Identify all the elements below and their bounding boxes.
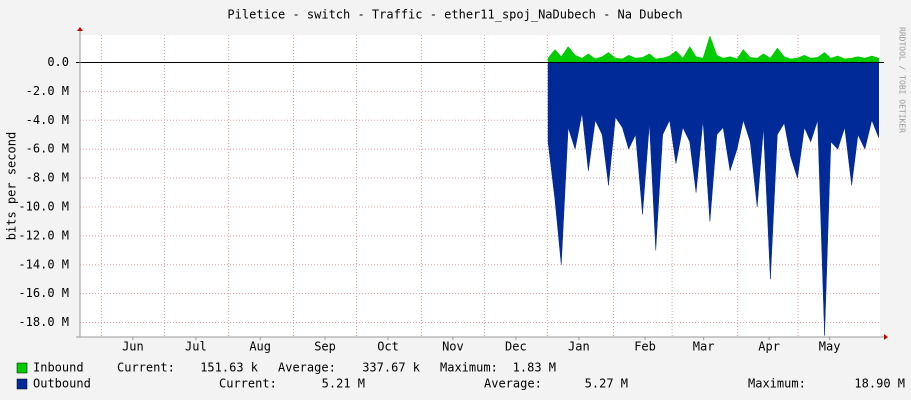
stat-value: 151.63 k	[200, 361, 259, 375]
x-tick-label: Aug	[249, 340, 271, 354]
x-tick-label: Jun	[122, 340, 144, 354]
x-tick-label: Dec	[505, 340, 527, 354]
stat-label: Maximum:	[440, 361, 498, 375]
y-arrow	[77, 27, 83, 31]
y-tick-label: -4.0 M	[26, 113, 69, 127]
stat-label: Current:	[219, 377, 277, 391]
stat-value: 5.27 M	[585, 377, 628, 391]
stat-label: Average:	[484, 377, 542, 391]
stat-label: Average:	[278, 361, 336, 375]
y-tick-label: -18.0 M	[18, 315, 69, 329]
legend-swatch	[16, 378, 28, 390]
stat-label: Current:	[117, 361, 175, 375]
x-tick-label: Jul	[185, 340, 207, 354]
stat-value: 337.67 k	[362, 361, 421, 375]
stat-label: Maximum:	[748, 377, 806, 391]
x-tick-label: Jan	[568, 340, 590, 354]
y-tick-label: -16.0 M	[18, 286, 69, 300]
y-tick-label: -12.0 M	[18, 228, 69, 242]
side-text: RRDTOOL / TOBI OETIKER	[898, 27, 907, 133]
x-tick-label: May	[819, 340, 841, 354]
stat-value: 1.83 M	[513, 361, 556, 375]
area	[547, 35, 879, 63]
legend-label: Outbound	[33, 377, 91, 391]
x-tick-label: Sep	[314, 340, 336, 354]
x-tick-label: Nov	[442, 340, 464, 354]
x-tick-label: Oct	[377, 340, 399, 354]
x-tick-label: Mar	[693, 340, 715, 354]
y-tick-label: -8.0 M	[26, 171, 69, 185]
legend-swatch	[16, 362, 28, 374]
y-tick-label: -2.0 M	[26, 84, 69, 98]
x-arrow	[884, 334, 888, 340]
y-axis-label: bits per second	[5, 132, 19, 240]
y-tick-label: 0.0	[47, 55, 69, 69]
stat-value: 18.90 M	[854, 377, 905, 391]
x-tick-label: Apr	[758, 340, 780, 354]
legend-label: Inbound	[33, 361, 84, 375]
x-tick-label: Feb	[634, 340, 656, 354]
y-tick-label: -6.0 M	[26, 142, 69, 156]
chart-title: Piletice - switch - Traffic - ether11_sp…	[227, 8, 682, 22]
y-tick-label: -10.0 M	[18, 199, 69, 213]
area	[547, 62, 879, 336]
stat-value: 5.21 M	[322, 377, 365, 391]
y-tick-label: -14.0 M	[18, 257, 69, 271]
